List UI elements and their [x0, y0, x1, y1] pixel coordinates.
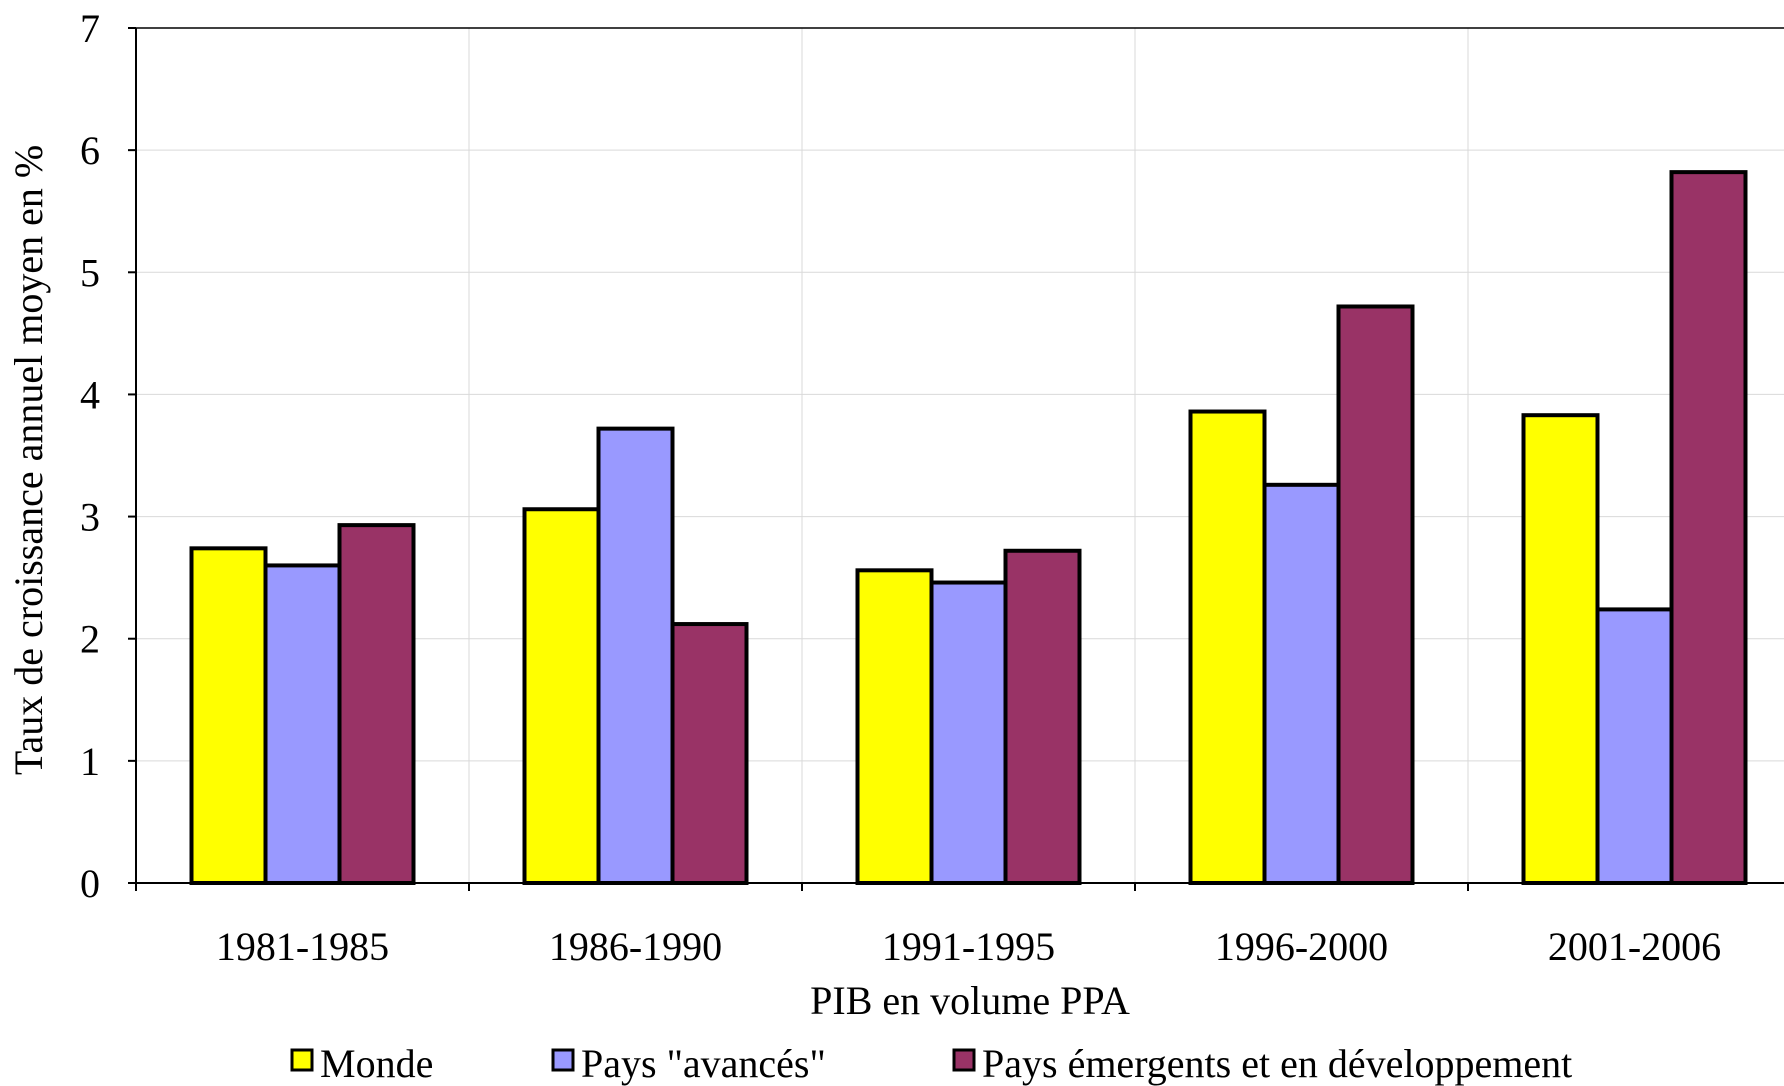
bar-2-4: [1262, 482, 1341, 885]
bar-2-5: [1595, 607, 1674, 886]
y-axis-title: Taux de croissance annuel moyen en %: [6, 145, 51, 775]
x-tick-label: 1981-1985: [216, 924, 389, 969]
y-tick-label: 4: [80, 372, 100, 417]
legend: Monde Pays "avancés" Pays émergents et en …: [290, 1041, 1572, 1086]
bar-1-2: [522, 507, 601, 885]
axes: [135, 27, 1784, 884]
bar-2-2: [596, 426, 675, 885]
bar-1-4: [1188, 409, 1267, 885]
bar-3-3: [1003, 548, 1082, 885]
bar-3-2: [670, 622, 749, 885]
x-tick-label: 1996-2000: [1215, 924, 1388, 969]
bar-3-4: [1336, 304, 1415, 885]
x-tick-label: 1991-1995: [882, 924, 1055, 969]
x-axis-title: PIB en volume PPA: [810, 978, 1130, 1023]
y-tick-label: 5: [80, 250, 100, 295]
bar-3-5: [1669, 170, 1748, 885]
bar-2-3: [929, 580, 1008, 885]
y-tick-label: 0: [80, 861, 100, 906]
legend-swatch: [551, 1048, 575, 1072]
legend-label: Pays "avancés": [581, 1041, 826, 1086]
y-tick-label: 3: [80, 495, 100, 540]
bars: [189, 170, 1748, 886]
legend-swatch: [952, 1048, 976, 1072]
x-tick-label: 2001-2006: [1548, 924, 1721, 969]
legend-label: Monde: [320, 1041, 433, 1086]
bar-2-1: [263, 563, 342, 886]
y-tick-label: 2: [80, 617, 100, 662]
x-ticks: 1981-1985 1986-1990 1991-1995 1996-2000 2001…: [135, 883, 1721, 969]
bar-3-1: [337, 523, 416, 885]
y-tick-label: 1: [80, 739, 100, 784]
bar-1-3: [855, 568, 934, 885]
legend-label: Pays émergents et en développement: [982, 1041, 1572, 1086]
x-tick-label: 1986-1990: [549, 924, 722, 969]
y-tick-label: 7: [80, 6, 100, 51]
bar-1-1: [189, 546, 268, 885]
legend-swatch: [290, 1048, 314, 1072]
y-tick-label: 6: [80, 128, 100, 173]
bar-1-5: [1521, 413, 1600, 885]
y-ticks: 0 1 2 3 4 5 6 7: [80, 6, 136, 906]
